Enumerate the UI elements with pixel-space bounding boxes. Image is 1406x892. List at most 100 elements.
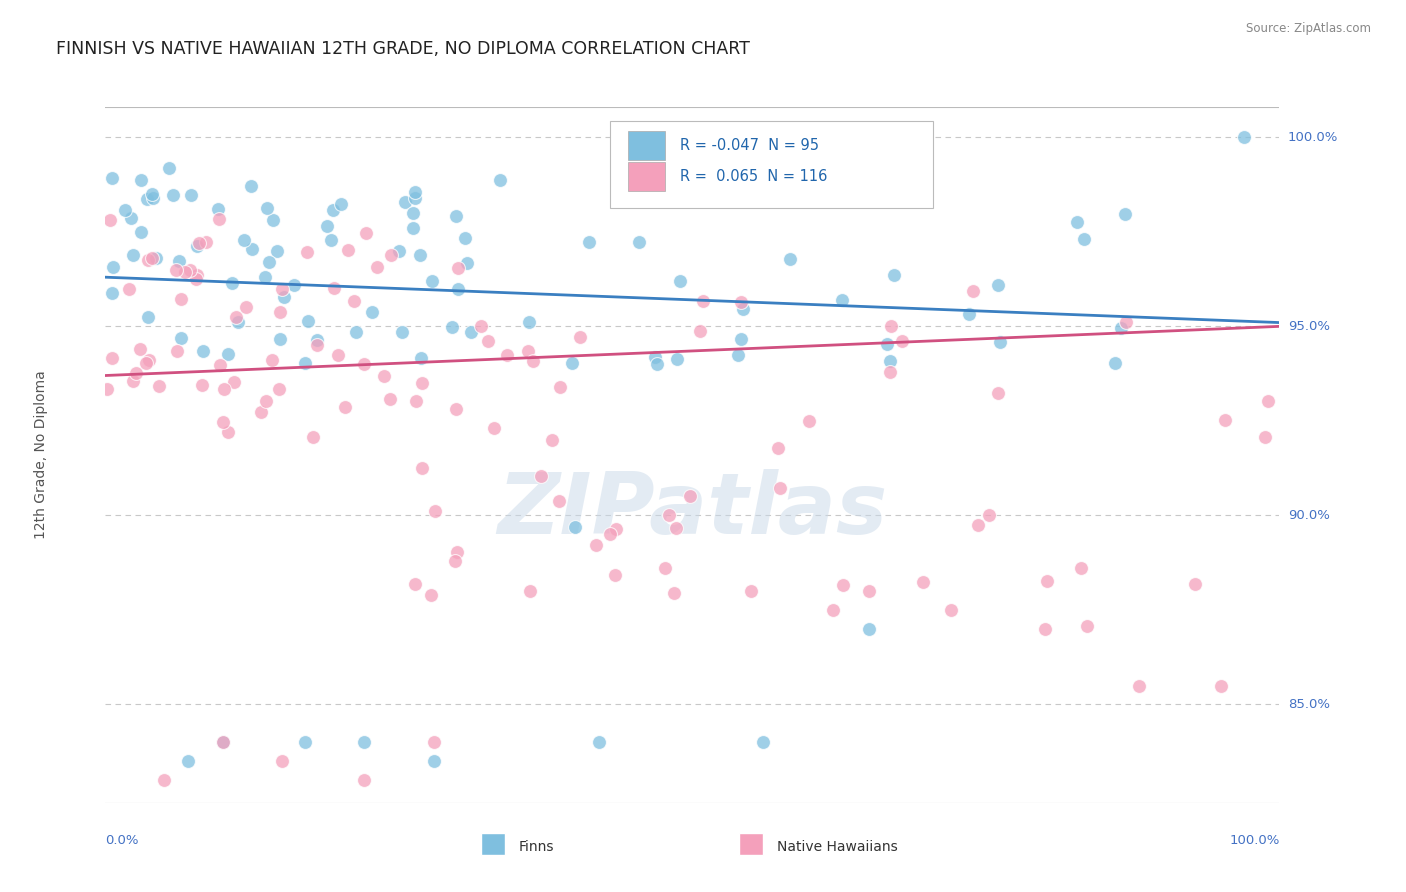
Point <box>447 261 470 276</box>
Point <box>769 481 792 495</box>
Bar <box>628 162 665 191</box>
Point <box>405 394 427 409</box>
Point <box>879 318 901 333</box>
Point <box>547 493 569 508</box>
Point <box>307 333 329 347</box>
Point <box>404 191 426 205</box>
Point <box>269 332 291 346</box>
Text: 12th Grade, No Diploma: 12th Grade, No Diploma <box>34 370 48 540</box>
Point <box>195 235 218 249</box>
Point <box>232 233 254 247</box>
Point <box>145 251 167 265</box>
Point <box>270 754 292 768</box>
Point <box>186 268 208 283</box>
Point <box>645 357 668 371</box>
Point <box>858 622 880 636</box>
Point <box>404 186 426 200</box>
Point <box>460 325 482 339</box>
Point <box>411 461 433 475</box>
Point <box>1209 679 1232 693</box>
Point <box>186 272 208 286</box>
Point <box>120 211 142 225</box>
Point <box>1033 622 1056 636</box>
Point <box>166 344 188 359</box>
Point <box>273 290 295 304</box>
Point <box>628 235 651 249</box>
Text: ZIPatlas: ZIPatlas <box>498 469 887 552</box>
Point <box>346 326 368 340</box>
Point <box>766 441 789 455</box>
Point <box>564 520 586 534</box>
FancyBboxPatch shape <box>610 121 934 208</box>
Point <box>394 195 416 210</box>
Point <box>366 260 388 275</box>
Point <box>654 561 676 575</box>
Text: FINNISH VS NATIVE HAWAIIAN 12TH GRADE, NO DIPLOMA CORRELATION CHART: FINNISH VS NATIVE HAWAIIAN 12TH GRADE, N… <box>56 40 751 58</box>
Point <box>987 386 1010 401</box>
Text: Finns: Finns <box>519 839 554 854</box>
Text: Native Hawaiians: Native Hawaiians <box>778 839 898 854</box>
Point <box>297 244 319 259</box>
Point <box>540 433 562 447</box>
Point <box>578 235 600 249</box>
Point <box>689 324 711 338</box>
Point <box>294 356 316 370</box>
Point <box>380 247 402 261</box>
Point <box>411 351 433 365</box>
Point <box>454 231 477 245</box>
Point <box>191 344 214 359</box>
Point <box>391 325 413 339</box>
Point <box>129 172 152 186</box>
Point <box>1184 576 1206 591</box>
Point <box>1233 130 1256 145</box>
Point <box>548 379 571 393</box>
Point <box>530 469 553 483</box>
Point <box>879 353 901 368</box>
Point <box>1254 430 1277 444</box>
Point <box>208 212 231 227</box>
Point <box>343 293 366 308</box>
Point <box>669 274 692 288</box>
Point <box>260 353 283 368</box>
Point <box>883 268 905 282</box>
Point <box>987 277 1010 292</box>
Point <box>373 369 395 384</box>
Point <box>1036 574 1059 588</box>
Point <box>779 252 801 266</box>
Point <box>136 310 159 325</box>
Point <box>212 415 235 429</box>
Point <box>141 252 163 266</box>
Point <box>752 735 775 749</box>
Point <box>122 374 145 388</box>
Point <box>148 379 170 393</box>
Point <box>388 244 411 258</box>
Bar <box>740 833 763 855</box>
Point <box>101 351 124 365</box>
Point <box>858 584 880 599</box>
Point <box>170 292 193 306</box>
Point <box>730 332 752 346</box>
Point <box>319 233 342 247</box>
Point <box>489 173 512 187</box>
Point <box>240 242 263 256</box>
Point <box>644 351 666 365</box>
Point <box>588 735 610 749</box>
Point <box>153 773 176 788</box>
Point <box>957 307 980 321</box>
Point <box>569 330 592 344</box>
Point <box>211 735 233 749</box>
Point <box>257 254 280 268</box>
Bar <box>628 131 665 160</box>
Point <box>179 263 201 277</box>
Point <box>170 330 193 344</box>
Point <box>121 248 143 262</box>
Point <box>269 305 291 319</box>
Point <box>561 356 583 370</box>
Point <box>662 586 685 600</box>
Point <box>420 274 443 288</box>
Point <box>301 430 323 444</box>
Point <box>599 527 621 541</box>
Point <box>226 315 249 329</box>
Point <box>444 209 467 223</box>
Point <box>962 284 984 298</box>
